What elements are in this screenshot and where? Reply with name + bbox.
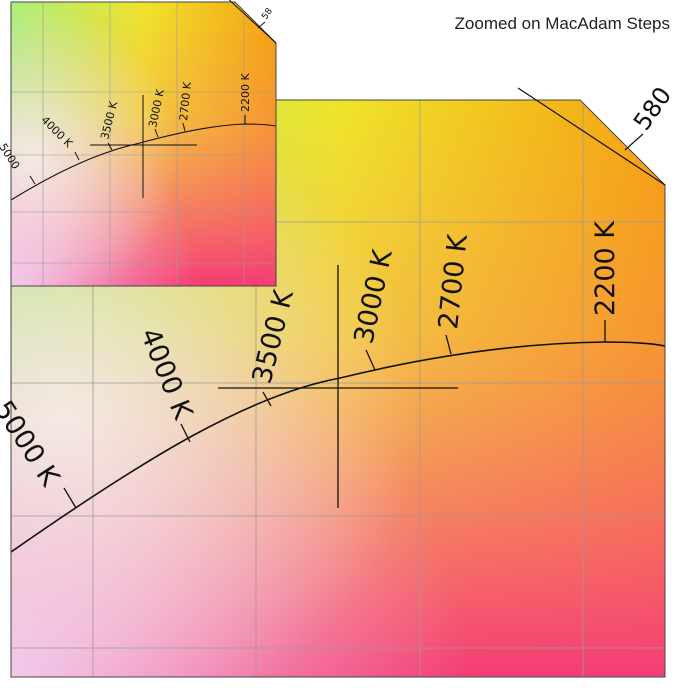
inset-wavelength-tick [257,21,266,29]
tick-5000k [63,487,77,509]
planckian-locus [11,341,665,553]
spectral-locus-line [517,87,666,186]
tick-3500k [262,391,272,407]
inset-planckian-locus [11,123,276,201]
main-label-2200k: 2200 K [590,220,621,316]
main-crosshair [218,265,458,508]
inset-cct-ticks [29,115,246,185]
main-label-wavelength: 580 [628,82,677,136]
main-border [10,99,666,678]
wavelength-tick [624,133,644,151]
tick-4000k [180,423,191,443]
main-cct-ticks [63,320,606,509]
inset-panel [11,2,276,286]
inset-crosshair [90,95,197,198]
figure-caption: Zoomed on MacAdam Steps [454,14,670,33]
inset-border [10,1,277,287]
tick-3000k [365,349,376,371]
tick-2700k [445,334,452,355]
main-panel [11,100,665,677]
inset-label-2200k: 2200 K [239,73,252,112]
inset-label-2700k: 2700 K [177,81,194,122]
inset-spectral-locus-line [228,0,277,44]
